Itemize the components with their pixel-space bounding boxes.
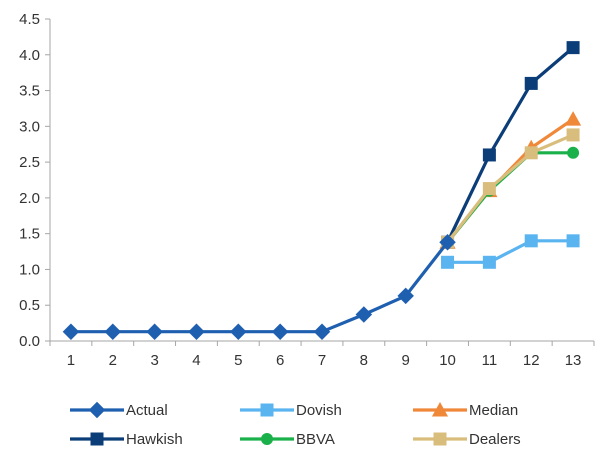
x-tick-label: 5	[234, 352, 242, 369]
axes: 0.00.51.01.52.02.53.03.54.04.51 2 3 4 5 6 7 8 9 1…	[19, 11, 595, 369]
legend-marker	[88, 401, 106, 419]
y-tick-label: 2.5	[19, 154, 40, 171]
data-point	[146, 323, 163, 340]
data-point	[482, 148, 496, 162]
data-point	[439, 234, 456, 251]
y-tick-label: 4.5	[19, 11, 40, 28]
y-tick-label: 0.0	[19, 333, 40, 350]
legend-item-dealers: Dealers	[413, 431, 521, 448]
x-tick-label: 6	[276, 352, 284, 369]
series-hawkish	[441, 41, 580, 249]
series-actual	[62, 234, 456, 340]
data-point	[482, 255, 496, 269]
data-point	[566, 41, 580, 55]
x-tick-label: 11	[482, 352, 498, 369]
y-tick-label: 1.0	[19, 261, 40, 278]
data-point	[313, 323, 331, 340]
x-tick-label: 8	[360, 352, 368, 369]
data-point	[355, 306, 373, 323]
series-dovish	[441, 234, 580, 269]
data-point	[565, 111, 582, 126]
x-tick-label: 12	[523, 352, 540, 369]
legend-label: Actual	[126, 402, 168, 419]
data-point	[567, 146, 580, 159]
y-tick-label: 4.0	[19, 47, 40, 64]
data-point	[524, 76, 538, 90]
series-line	[446, 151, 574, 244]
x-tick-label: 10	[439, 352, 456, 369]
data-point	[271, 323, 289, 340]
y-tick-label: 0.5	[19, 297, 40, 314]
series-dealers	[441, 128, 580, 249]
legend-marker	[260, 403, 274, 417]
legend-label: Dovish	[296, 402, 342, 419]
data-point	[104, 323, 122, 340]
x-tick-label: 3	[150, 352, 158, 369]
legend: Actual Dovish Median Hawkish BBVA Dealers	[70, 401, 521, 448]
series-line	[446, 46, 575, 243]
legend-item-dovish: Dovish	[240, 402, 342, 419]
x-tick-label: 13	[565, 352, 582, 369]
series-line	[446, 117, 574, 244]
x-tick-label: 7	[318, 352, 326, 369]
data-point	[566, 234, 580, 248]
series-line	[446, 133, 574, 244]
legend-item-bbva: BBVA	[240, 431, 335, 448]
data-point	[566, 128, 580, 142]
data-point	[524, 146, 538, 160]
legend-item-hawkish: Hawkish	[70, 431, 183, 448]
legend-marker	[90, 432, 104, 446]
series-line	[70, 241, 449, 334]
series-bbva	[441, 146, 580, 249]
data-point	[441, 255, 455, 269]
x-tick-label: 2	[109, 352, 117, 369]
legend-label: BBVA	[296, 431, 335, 448]
legend-marker	[433, 432, 447, 446]
x-tick-label: 4	[192, 352, 200, 369]
data-point	[62, 323, 80, 340]
series-line	[447, 239, 574, 264]
legend-label: Median	[469, 402, 518, 419]
legend-marker	[261, 433, 273, 445]
data-point	[397, 287, 414, 305]
legend-label: Dealers	[469, 431, 521, 448]
y-tick-label: 3.5	[19, 83, 40, 100]
x-tick-label: 9	[402, 352, 410, 369]
y-tick-label: 2.0	[19, 190, 40, 207]
legend-item-actual: Actual	[70, 401, 168, 419]
legend-marker	[431, 401, 449, 417]
data-point	[188, 323, 205, 340]
data-point	[482, 182, 496, 196]
legend-item-median: Median	[413, 401, 518, 419]
legend-label: Hawkish	[126, 431, 183, 448]
y-tick-label: 1.5	[19, 226, 40, 243]
data-point	[230, 323, 247, 340]
data-point	[524, 234, 538, 248]
y-tick-label: 3.0	[19, 118, 40, 135]
series-layer	[62, 41, 582, 340]
x-tick-label: 1	[67, 352, 75, 369]
